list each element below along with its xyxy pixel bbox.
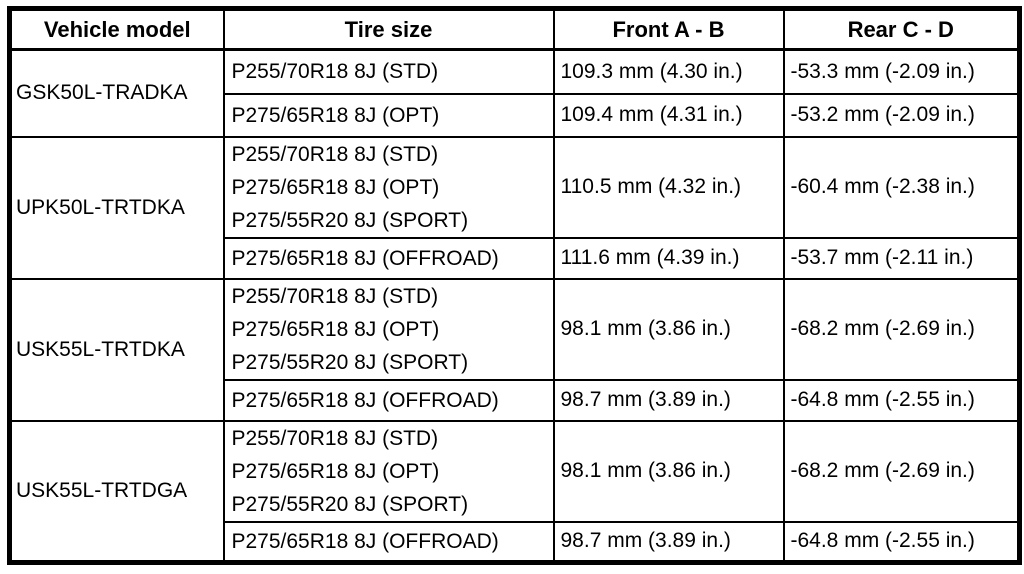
front-measurement-cell: 98.7 mm (3.89 in.) <box>552 520 785 564</box>
tire-size-line: P275/65R18 8J (OPT) <box>231 103 440 127</box>
table-row: P275/65R18 8J (OFFROAD) 98.7 mm (3.89 in… <box>10 520 1021 564</box>
tire-size-line: P275/65R18 8J (OPT) <box>231 459 440 483</box>
vehicle-model-cell: GSK50L-TRADKA <box>8 48 225 138</box>
tire-size-cell: P275/65R18 8J (OFFROAD) <box>222 236 555 280</box>
tire-size-line: P275/65R18 8J (OPT) <box>231 317 440 341</box>
table-row: P275/65R18 8J (OFFROAD) 111.6 mm (4.39 i… <box>10 236 1021 280</box>
table-row: UPK50L-TRTDKA P255/70R18 8J (STD) P275/6… <box>8 135 1021 280</box>
tire-size-line: P275/65R18 8J (OFFROAD) <box>231 246 499 270</box>
front-measurement-cell: 109.3 mm (4.30 in.) <box>552 48 785 95</box>
front-measurement-cell: 98.7 mm (3.89 in.) <box>552 378 785 422</box>
tire-size-cell: P275/65R18 8J (OFFROAD) <box>222 378 555 422</box>
tire-size-cell: P255/70R18 8J (STD) P275/65R18 8J (OPT) … <box>222 135 555 239</box>
vehicle-model-cell: USK55L-TRTDKA <box>8 277 225 422</box>
tire-size-line: P275/55R20 8J (SPORT) <box>231 350 469 374</box>
tire-size-line: P275/65R18 8J (OFFROAD) <box>231 529 499 553</box>
front-measurement-cell: 110.5 mm (4.32 in.) <box>552 135 785 239</box>
tire-size-spec-table: Vehicle model Tire size Front A - B Rear… <box>7 6 1022 565</box>
tire-size-cell: P275/65R18 8J (OFFROAD) <box>222 520 555 564</box>
col-header-tire-size: Tire size <box>222 7 555 51</box>
col-header-front-a-b: Front A - B <box>552 7 785 51</box>
front-measurement-cell: 111.6 mm (4.39 in.) <box>552 236 785 280</box>
table-row: P275/65R18 8J (OFFROAD) 98.7 mm (3.89 in… <box>10 378 1021 422</box>
tire-size-cell: P255/70R18 8J (STD) <box>222 48 555 95</box>
tire-size-cell: P275/65R18 8J (OPT) <box>222 92 555 138</box>
front-measurement-cell: 109.4 mm (4.31 in.) <box>552 92 785 138</box>
tire-size-line: P275/55R20 8J (SPORT) <box>231 208 469 232</box>
rear-measurement-cell: -53.2 mm (-2.09 in.) <box>782 92 1021 138</box>
front-measurement-cell: 98.1 mm (3.86 in.) <box>552 277 785 381</box>
rear-measurement-cell: -68.2 mm (-2.69 in.) <box>782 277 1021 381</box>
rear-measurement-cell: -53.7 mm (-2.11 in.) <box>782 236 1021 280</box>
vehicle-model-cell: UPK50L-TRTDKA <box>8 135 225 280</box>
tire-size-cell: P255/70R18 8J (STD) P275/65R18 8J (OPT) … <box>222 277 555 381</box>
tire-size-line: P275/65R18 8J (OPT) <box>231 175 440 199</box>
rear-measurement-cell: -53.3 mm (-2.09 in.) <box>782 48 1021 95</box>
table-row: GSK50L-TRADKA P255/70R18 8J (STD) 109.3 … <box>8 48 1021 138</box>
tire-size-line: P255/70R18 8J (STD) <box>231 142 439 166</box>
front-measurement-cell: 98.1 mm (3.86 in.) <box>552 419 785 523</box>
rear-measurement-cell: -64.8 mm (-2.55 in.) <box>782 520 1021 564</box>
tire-size-line: P255/70R18 8J (STD) <box>231 426 439 450</box>
rear-measurement-cell: -64.8 mm (-2.55 in.) <box>782 378 1021 422</box>
header-row: Vehicle model Tire size Front A - B Rear… <box>8 7 1021 51</box>
tire-size-line: P275/65R18 8J (OFFROAD) <box>231 388 499 412</box>
col-header-vehicle-model: Vehicle model <box>8 7 225 51</box>
table-row: USK55L-TRTDKA P255/70R18 8J (STD) P275/6… <box>8 277 1021 422</box>
tire-size-cell: P255/70R18 8J (STD) P275/65R18 8J (OPT) … <box>222 419 555 523</box>
rear-measurement-cell: -60.4 mm (-2.38 in.) <box>782 135 1021 239</box>
tire-size-line: P255/70R18 8J (STD) <box>231 284 439 308</box>
tire-size-line: P255/70R18 8J (STD) <box>231 60 439 84</box>
col-header-rear-c-d: Rear C - D <box>782 7 1021 51</box>
tire-size-line: P275/55R20 8J (SPORT) <box>231 492 469 516</box>
table-row: P275/65R18 8J (OPT) 109.4 mm (4.31 in.) … <box>10 92 1021 138</box>
table-row: USK55L-TRTDGA P255/70R18 8J (STD) P275/6… <box>8 419 1021 564</box>
vehicle-model-cell: USK55L-TRTDGA <box>8 419 225 564</box>
rear-measurement-cell: -68.2 mm (-2.69 in.) <box>782 419 1021 523</box>
